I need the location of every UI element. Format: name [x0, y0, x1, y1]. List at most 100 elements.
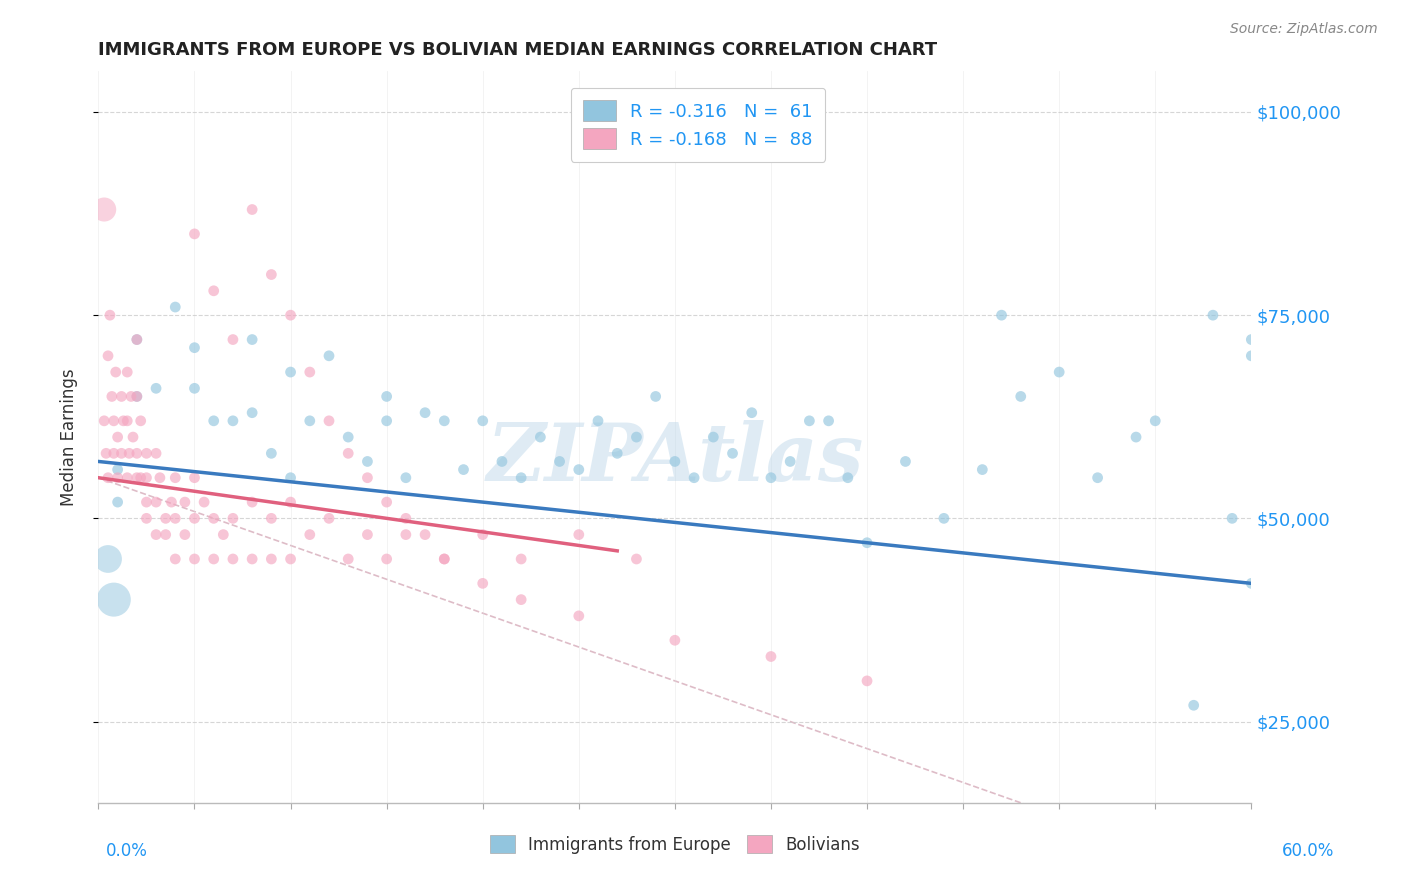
Point: [107, 471, 129, 485]
Point: [212, 527, 235, 541]
Point: [260, 552, 283, 566]
Point: [280, 365, 302, 379]
Point: [183, 381, 205, 395]
Text: Source: ZipAtlas.com: Source: ZipAtlas.com: [1230, 22, 1378, 37]
Point: [606, 446, 628, 460]
Point: [135, 511, 157, 525]
Point: [298, 365, 321, 379]
Y-axis label: Median Earnings: Median Earnings: [59, 368, 77, 506]
Point: [97, 349, 120, 363]
Point: [471, 414, 494, 428]
Point: [375, 389, 398, 403]
Point: [129, 471, 152, 485]
Point: [145, 446, 167, 460]
Point: [104, 365, 127, 379]
Point: [453, 462, 475, 476]
Point: [165, 471, 187, 485]
Point: [118, 446, 141, 460]
Point: [260, 446, 283, 460]
Point: [510, 592, 533, 607]
Point: [112, 414, 135, 428]
Point: [122, 430, 145, 444]
Point: [413, 406, 436, 420]
Text: 0.0%: 0.0%: [105, 842, 148, 860]
Point: [1182, 698, 1205, 713]
Point: [125, 389, 148, 403]
Point: [932, 511, 955, 525]
Point: [626, 430, 648, 444]
Point: [280, 495, 302, 509]
Point: [117, 414, 138, 428]
Point: [120, 389, 142, 403]
Point: [759, 649, 782, 664]
Point: [149, 471, 172, 485]
Point: [165, 300, 187, 314]
Point: [202, 511, 225, 525]
Point: [135, 495, 157, 509]
Point: [433, 414, 456, 428]
Point: [856, 535, 879, 549]
Point: [145, 495, 167, 509]
Point: [375, 414, 398, 428]
Point: [626, 552, 648, 566]
Point: [202, 552, 225, 566]
Point: [107, 462, 129, 476]
Point: [103, 414, 125, 428]
Point: [741, 406, 763, 420]
Point: [97, 552, 120, 566]
Point: [702, 430, 724, 444]
Point: [837, 471, 859, 485]
Point: [817, 414, 839, 428]
Point: [337, 552, 360, 566]
Point: [280, 471, 302, 485]
Point: [395, 527, 418, 541]
Point: [93, 414, 115, 428]
Point: [644, 389, 666, 403]
Point: [356, 454, 378, 468]
Point: [103, 592, 125, 607]
Point: [280, 308, 302, 322]
Point: [318, 349, 340, 363]
Point: [174, 495, 197, 509]
Point: [240, 333, 263, 347]
Point: [433, 552, 456, 566]
Point: [183, 511, 205, 525]
Point: [433, 552, 456, 566]
Point: [375, 495, 398, 509]
Point: [1240, 333, 1263, 347]
Point: [145, 381, 167, 395]
Point: [471, 576, 494, 591]
Point: [260, 511, 283, 525]
Text: 60.0%: 60.0%: [1281, 842, 1334, 860]
Point: [125, 333, 148, 347]
Point: [280, 552, 302, 566]
Point: [107, 495, 129, 509]
Point: [98, 308, 121, 322]
Text: IMMIGRANTS FROM EUROPE VS BOLIVIAN MEDIAN EARNINGS CORRELATION CHART: IMMIGRANTS FROM EUROPE VS BOLIVIAN MEDIA…: [98, 41, 938, 59]
Point: [240, 552, 263, 566]
Point: [318, 414, 340, 428]
Point: [856, 673, 879, 688]
Point: [240, 202, 263, 217]
Point: [568, 527, 591, 541]
Point: [125, 471, 148, 485]
Point: [759, 471, 782, 485]
Point: [799, 414, 821, 428]
Point: [548, 454, 571, 468]
Point: [990, 308, 1012, 322]
Point: [471, 527, 494, 541]
Point: [683, 471, 706, 485]
Point: [721, 446, 744, 460]
Point: [202, 414, 225, 428]
Point: [318, 511, 340, 525]
Point: [491, 454, 513, 468]
Point: [1144, 414, 1167, 428]
Point: [894, 454, 917, 468]
Point: [568, 608, 591, 623]
Point: [1010, 389, 1032, 403]
Point: [107, 430, 129, 444]
Point: [222, 333, 245, 347]
Point: [117, 471, 138, 485]
Point: [375, 552, 398, 566]
Point: [260, 268, 283, 282]
